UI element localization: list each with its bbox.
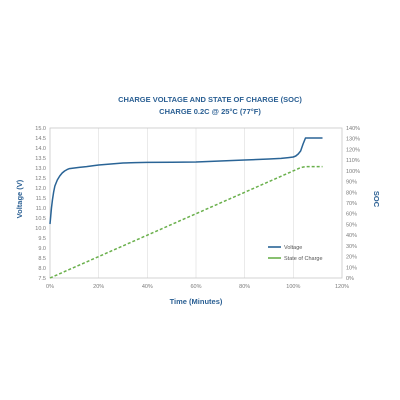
y-right-tick-label: 100%: [346, 169, 360, 175]
series-line-voltage: [49, 137, 323, 225]
y-left-tick-label: 12.0: [35, 186, 46, 192]
y-left-tick-label: 13.0: [35, 166, 46, 172]
y-right-tick-label: 40%: [346, 233, 357, 239]
y-left-tick-label: 8.0: [38, 266, 46, 272]
y-right-tick-label: 140%: [346, 126, 360, 132]
grid-layer: [98, 128, 294, 278]
y-right-tick-label: 110%: [346, 158, 360, 164]
y-left-tick-label: 14.5: [35, 136, 46, 142]
y-right-tick-labels: 0% 10% 20% 30% 40% 50% 60% 70% 80% 90% 100% 110% 120…: [346, 126, 360, 282]
y-left-tick-label: 9.0: [38, 246, 46, 252]
y-right-tick-label: 20%: [346, 255, 357, 261]
x-tick-label: 100%: [286, 284, 300, 290]
y-right-tick-label: 90%: [346, 180, 357, 186]
x-tick-label: 20%: [93, 284, 104, 290]
y-right-tick-label: 0%: [346, 276, 354, 282]
y-left-tick-label: 11.5: [36, 196, 46, 202]
y-right-tick-label: 50%: [346, 222, 357, 228]
y-left-tick-label: 8.5: [38, 256, 46, 262]
y-right-tick-label: 30%: [346, 244, 357, 250]
x-tick-label: 120%: [335, 284, 349, 290]
x-tick-label: 60%: [190, 284, 201, 290]
y-left-tick-label: 11.0: [36, 206, 46, 212]
y-right-tick-label: 60%: [346, 212, 357, 218]
chart-title-line-2: CHARGE 0.2C @ 25°C (77°F): [159, 107, 261, 116]
x-tick-label: 40%: [142, 284, 153, 290]
y-right-tick-label: 70%: [346, 201, 357, 207]
y-left-tick-label: 10.0: [35, 226, 46, 232]
legend-label-soc: State of Charge: [284, 256, 323, 262]
y-left-tick-label: 7.5: [38, 276, 46, 282]
y-right-tick-label: 130%: [346, 137, 360, 143]
series-layer: [49, 137, 323, 279]
legend: Voltage State of Charge: [268, 245, 323, 262]
plot-frame: [49, 127, 343, 279]
y-left-tick-label: 12.5: [35, 176, 46, 182]
y-left-tick-label: 13.5: [35, 156, 46, 162]
x-axis-label: Time (Minutes): [170, 297, 223, 306]
chart-title-line-1: CHARGE VOLTAGE AND STATE OF CHARGE (SOC): [118, 95, 302, 104]
x-tick-labels: 0% 20% 40% 60% 80% 100% 120%: [46, 284, 349, 290]
y-left-tick-labels: 7.5 8.0 8.5 9.0 9.5 10.0 10.5 11.0 11.5 12.0 12.5 1…: [35, 126, 46, 282]
series-line-soc: [49, 165, 323, 279]
y-left-axis-label: Voltage (V): [15, 179, 24, 218]
x-tick-label: 80%: [239, 284, 250, 290]
y-right-tick-label: 10%: [346, 265, 357, 271]
y-left-tick-label: 15.0: [35, 126, 46, 132]
legend-label-voltage: Voltage: [284, 245, 302, 251]
y-left-tick-label: 14.0: [35, 146, 46, 152]
x-tick-label: 0%: [46, 284, 54, 290]
y-right-tick-label: 120%: [346, 147, 360, 153]
y-left-tick-label: 9.5: [38, 236, 46, 242]
y-right-tick-label: 80%: [346, 190, 357, 196]
y-left-tick-label: 10.5: [35, 216, 46, 222]
y-right-axis-label: SOC: [372, 191, 381, 208]
